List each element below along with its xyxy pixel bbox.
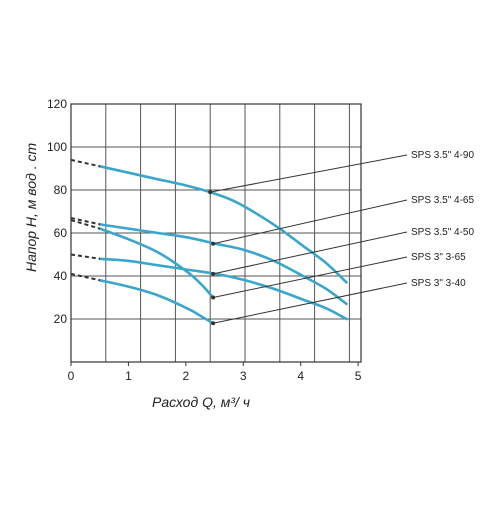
series-extrapolation xyxy=(70,219,101,230)
x-tick-label: 2 xyxy=(182,369,189,383)
x-tick-label: 3 xyxy=(240,369,247,383)
series-extrapolation xyxy=(70,272,101,282)
series-leader-line xyxy=(212,199,408,245)
plot-frame xyxy=(70,103,362,363)
y-axis-title: Напор H, м вод . ст xyxy=(23,143,39,272)
series-label: SPS 3.5" 4-90 xyxy=(411,150,474,161)
series-line xyxy=(98,257,348,321)
x-axis-title: Расход Q, м³/ ч xyxy=(152,394,250,410)
x-tick-label: 1 xyxy=(125,369,132,383)
x-tick-label: 5 xyxy=(355,369,362,383)
series-leader-line xyxy=(212,231,408,275)
x-tick-label: 4 xyxy=(297,369,304,383)
x-tick-label: 0 xyxy=(68,369,75,383)
series-line xyxy=(98,223,348,306)
y-tick-label: 60 xyxy=(54,226,68,240)
y-tick-label: 100 xyxy=(47,140,67,154)
tick-labels: 20 40 60 80 100 120 0 1 2 3 4 5 xyxy=(47,97,362,383)
series-group xyxy=(70,158,348,326)
y-tick-label: 80 xyxy=(54,183,68,197)
series-label: SPS 3" 3-65 xyxy=(411,252,466,263)
series-leader-line xyxy=(210,154,408,193)
series-extrapolation xyxy=(70,216,101,226)
series-line xyxy=(98,279,215,325)
series-label: SPS 3.5" 4-65 xyxy=(411,195,474,206)
grid xyxy=(71,104,361,362)
series-extrapolation xyxy=(70,253,101,260)
series-leader-line xyxy=(212,282,408,324)
y-tick-label: 120 xyxy=(47,97,67,111)
plot-border xyxy=(70,103,362,363)
y-tick-label: 20 xyxy=(54,312,68,326)
series-line xyxy=(98,227,215,299)
series-leader-line xyxy=(212,256,408,298)
series-extrapolation xyxy=(70,158,101,168)
series-label: SPS 3" 3-40 xyxy=(411,278,466,289)
series-labels: SPS 3.5" 4-90 SPS 3.5" 4-65 SPS 3.5" 4-50 S… xyxy=(210,150,474,324)
y-tick-label: 40 xyxy=(54,269,68,283)
series-line xyxy=(98,165,348,284)
series-label: SPS 3.5" 4-50 xyxy=(411,227,474,238)
